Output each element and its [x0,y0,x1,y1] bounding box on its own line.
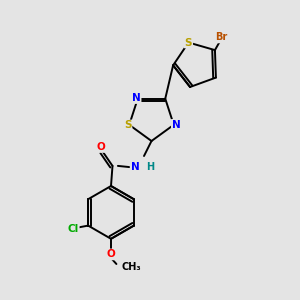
Text: S: S [185,38,192,47]
Text: O: O [106,249,116,260]
Text: N: N [130,162,140,172]
Text: Br: Br [215,32,228,43]
Text: CH₃: CH₃ [122,262,141,272]
Text: S: S [124,120,131,130]
Text: H: H [146,162,155,172]
Text: O: O [97,142,106,152]
Text: N: N [132,93,141,103]
Text: N: N [172,120,181,130]
Text: Cl: Cl [68,224,79,234]
